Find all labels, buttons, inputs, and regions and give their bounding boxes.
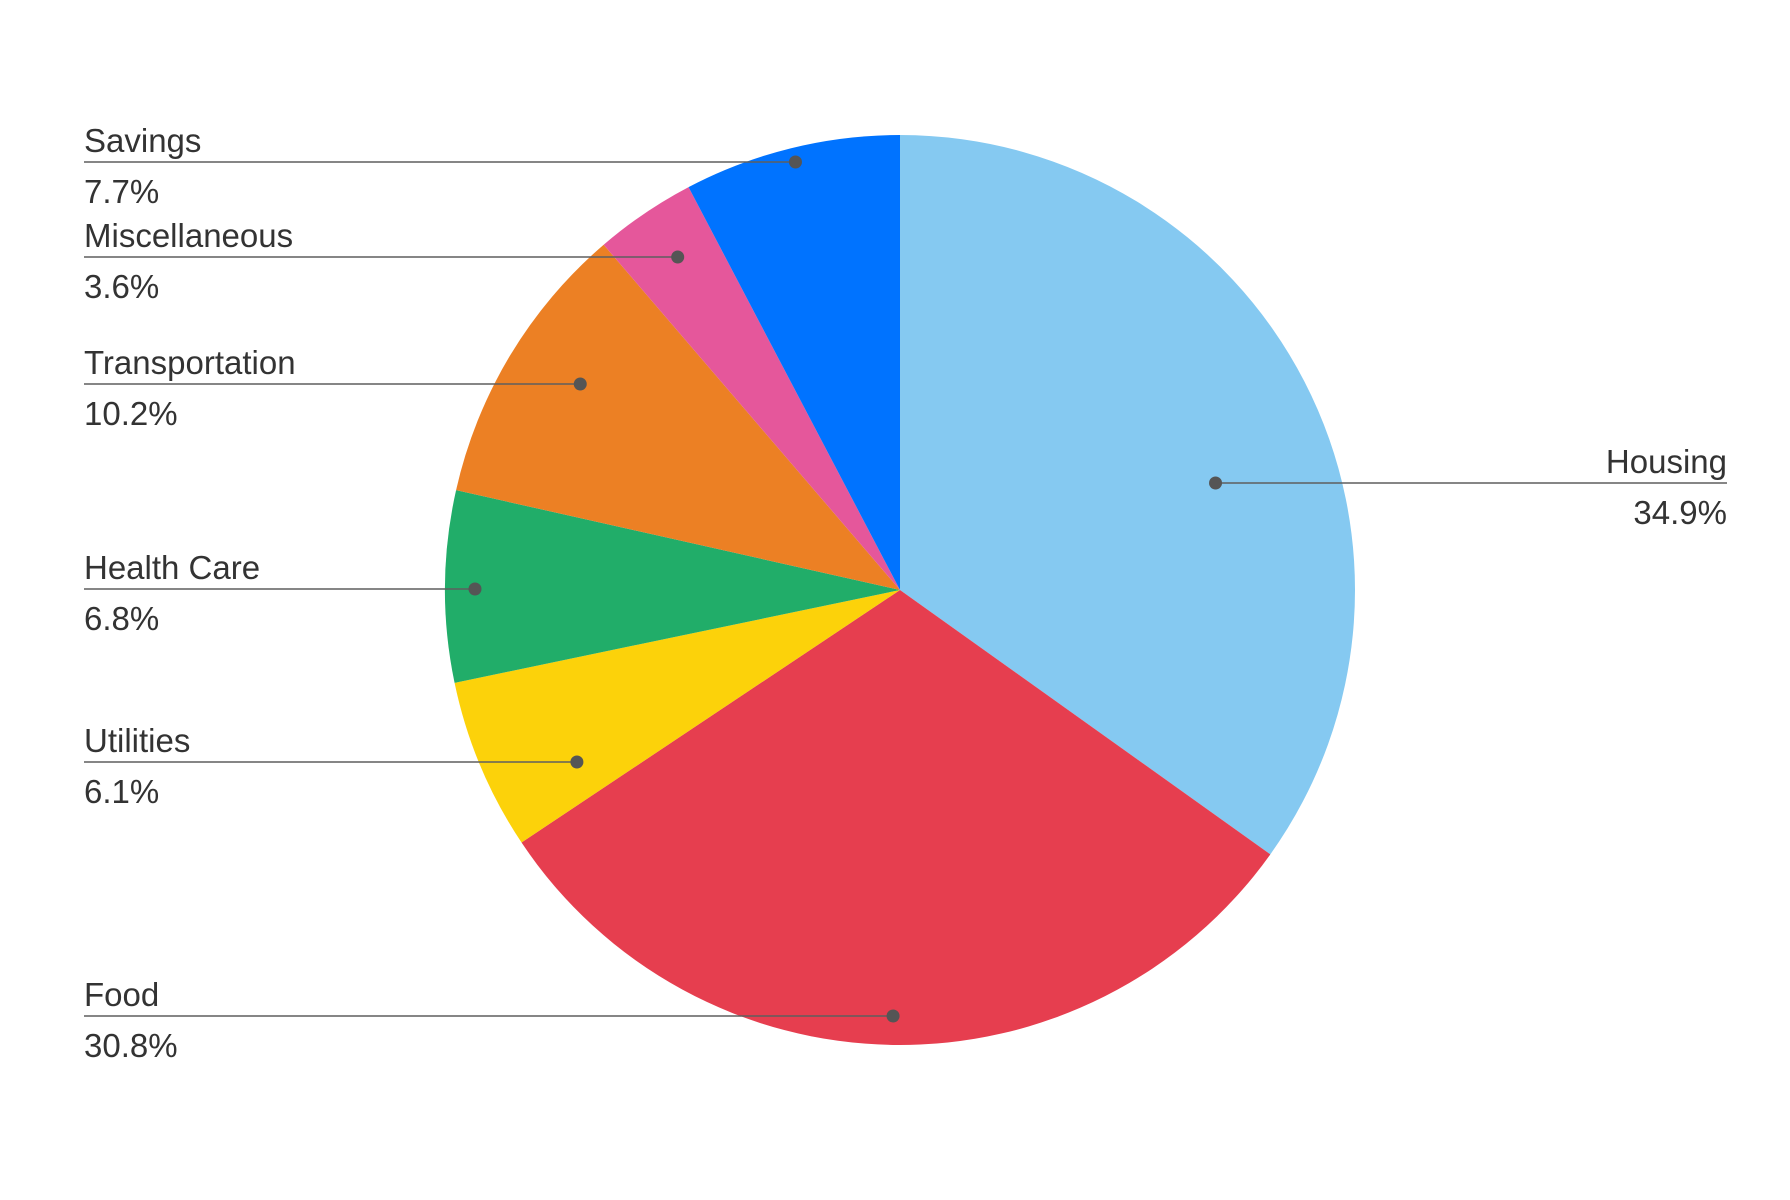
leader-dot-savings [788, 155, 802, 169]
pie-slice-miscellaneous [603, 187, 900, 591]
leader-dot-transportation [573, 377, 587, 391]
slice-percent-utilities: 6.1% [84, 773, 159, 810]
pie-slice-housing [900, 135, 1356, 855]
leader-dot-miscellaneous [671, 250, 685, 264]
slice-label-savings: Savings [84, 122, 201, 159]
slice-percent-miscellaneous: 3.6% [84, 268, 159, 305]
slice-percent-health-care: 6.8% [84, 600, 159, 637]
leader-dot-food [886, 1009, 900, 1023]
slice-label-miscellaneous: Miscellaneous [84, 217, 293, 254]
slice-label-health-care: Health Care [84, 549, 260, 586]
pie-slice-utilities [454, 590, 900, 843]
leader-dot-housing [1209, 476, 1223, 490]
pie-slices [445, 135, 1356, 1045]
leader-lines [84, 155, 1727, 1023]
slice-label-food: Food [84, 976, 159, 1013]
slice-percent-transportation: 10.2% [84, 395, 178, 432]
slice-percent-savings: 7.7% [84, 173, 159, 210]
slice-label-utilities: Utilities [84, 722, 190, 759]
slice-label-housing: Housing [1606, 443, 1727, 480]
slice-label-transportation: Transportation [84, 344, 296, 381]
slice-percent-housing: 34.9% [1633, 494, 1727, 531]
slice-percent-food: 30.8% [84, 1027, 178, 1064]
slice-labels: Housing 34.9% Food 30.8% Utilities 6.1% Health… [84, 122, 1727, 1064]
pie-slice-savings [688, 135, 900, 590]
pie-slice-health-care [445, 490, 900, 683]
pie-slice-food [521, 590, 1271, 1045]
leader-dot-utilities [570, 755, 584, 769]
leader-dot-health-care [468, 582, 482, 596]
pie-slice-transportation [456, 244, 900, 590]
